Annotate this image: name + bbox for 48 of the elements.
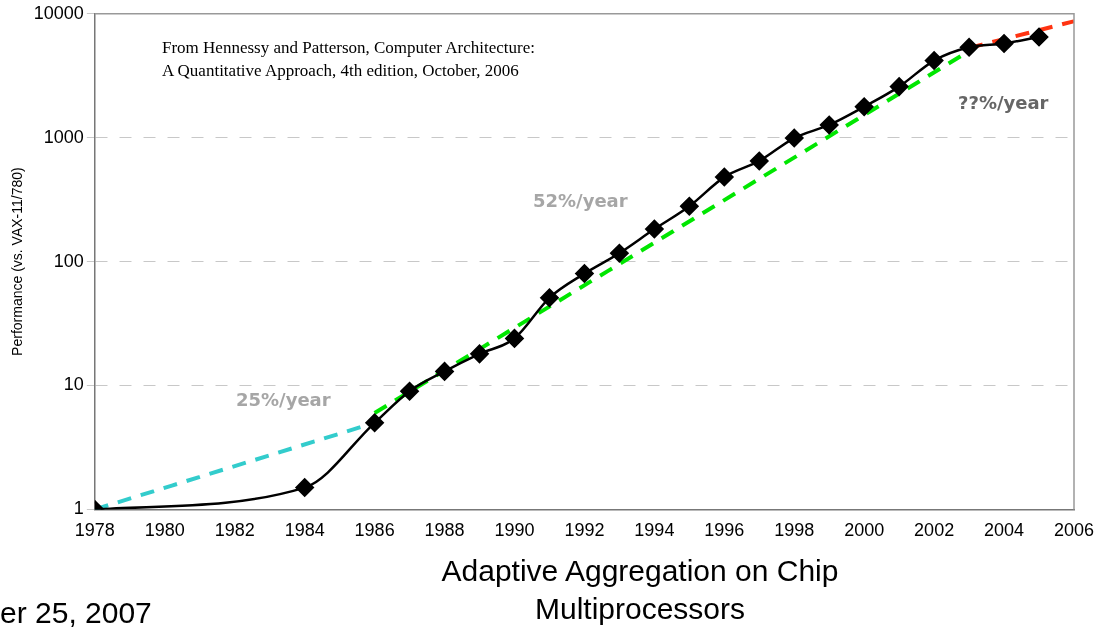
x-tick-label: 1996 xyxy=(704,520,745,541)
x-tick-label: 2006 xyxy=(1053,520,1095,541)
annotation: From Hennessy and Patterson, Computer Architecture: A Quantitative Approach, 4th edition, October, 2006 xyxy=(162,37,536,82)
x-tick-label: 1978 xyxy=(74,520,115,541)
point xyxy=(505,329,524,348)
point xyxy=(924,51,944,70)
x-tick-label: 2000 xyxy=(844,520,885,541)
point xyxy=(784,128,804,148)
point xyxy=(819,115,839,135)
annotation: 25%/year xyxy=(236,389,331,410)
x-tick-label: 1980 xyxy=(144,520,185,541)
x-tick-label: 1990 xyxy=(494,520,535,541)
y-tick-label: 10000 xyxy=(33,2,84,23)
point xyxy=(400,381,419,401)
point xyxy=(715,167,734,187)
point xyxy=(889,77,909,96)
y-tick-label: 1 xyxy=(73,498,84,519)
x-tick-label: 1994 xyxy=(634,520,675,541)
point xyxy=(470,344,489,364)
y-axis-title: Performance (vs. VAX-11/780) xyxy=(9,167,26,356)
annotation: 52%/year xyxy=(533,190,628,211)
x-tick-label: 1986 xyxy=(354,520,395,541)
point xyxy=(575,264,594,283)
x-tick-label: 1984 xyxy=(284,520,325,541)
point xyxy=(435,362,454,381)
y-tick-label: 1000 xyxy=(43,126,84,147)
x-tick-label: 1982 xyxy=(214,520,255,541)
point xyxy=(959,38,979,57)
x-tick-label: 2004 xyxy=(984,520,1025,541)
point xyxy=(540,288,559,308)
x-tick-label: 1988 xyxy=(424,520,465,541)
point xyxy=(365,413,384,433)
y-tick-label: 10 xyxy=(63,374,84,395)
x-tick-label: 2002 xyxy=(914,520,955,541)
y-tick-label: 100 xyxy=(53,250,84,271)
point xyxy=(994,34,1014,53)
annotation: ??%/year xyxy=(958,92,1049,113)
text: Adaptive Aggregation on Chip Multiprocessors xyxy=(440,553,840,627)
x-tick-label: 1992 xyxy=(564,520,605,541)
point xyxy=(680,196,699,216)
point xyxy=(645,219,664,239)
point xyxy=(295,478,314,497)
text: er 25, 2007 xyxy=(0,596,152,630)
point xyxy=(610,243,629,263)
point xyxy=(854,97,874,116)
point xyxy=(1029,27,1049,47)
point xyxy=(750,151,769,171)
x-tick-label: 1998 xyxy=(774,520,815,541)
